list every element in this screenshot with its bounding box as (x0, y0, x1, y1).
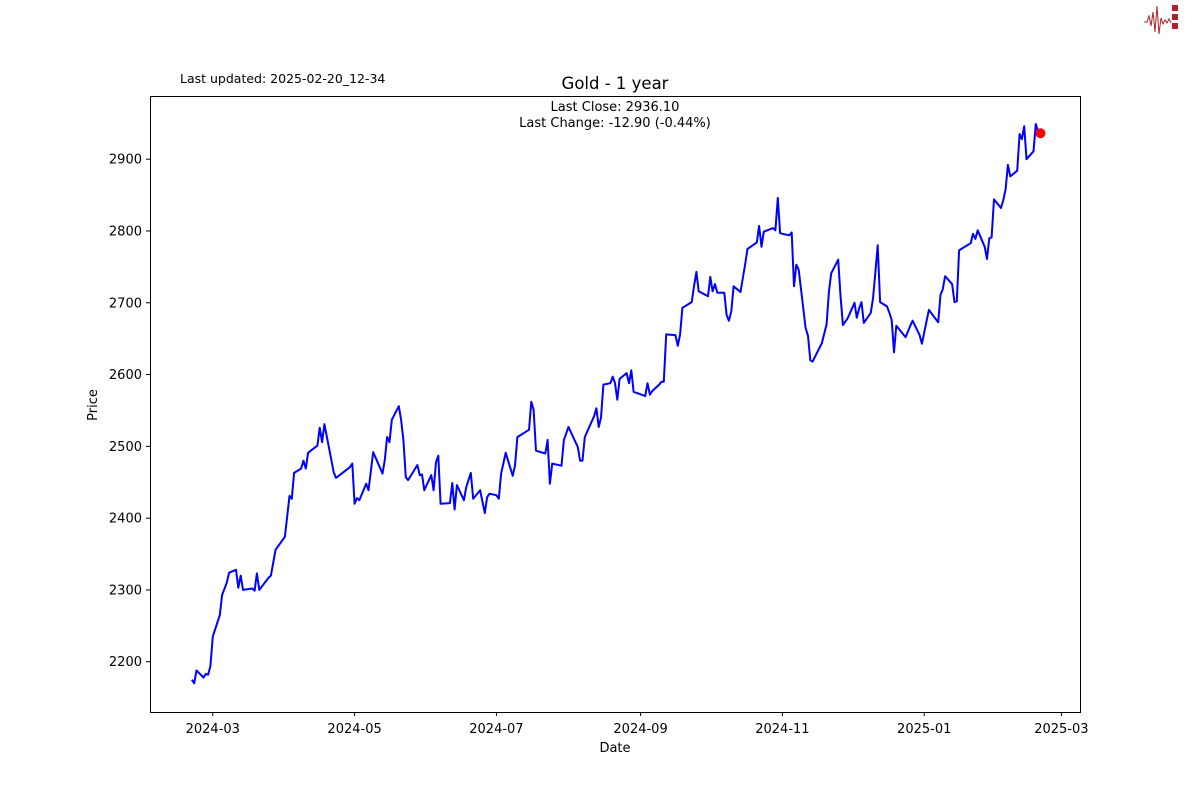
chart-title: Gold - 1 year (562, 74, 669, 93)
y-tick-label: 2400 (109, 512, 142, 527)
x-tick-label: 2024-11 (755, 722, 809, 737)
y-tick-label: 2800 (109, 224, 142, 239)
x-tick-label: 2024-05 (327, 722, 381, 737)
y-tick-label: 2300 (109, 583, 142, 598)
annotation-last-close: Last Close: 2936.10 (551, 100, 680, 115)
last-updated: Last updated: 2025-02-20_12-34 (180, 71, 385, 86)
x-tick-label: 2024-03 (186, 722, 240, 737)
annotation-last-change: Last Change: -12.90 (-0.44%) (519, 116, 711, 131)
logo-waveform-icon (1144, 5, 1172, 35)
y-tick-label: 2900 (109, 153, 142, 168)
x-tick-label: 2024-07 (469, 722, 523, 737)
y-axis: 2200 2300 2400 2500 2600 2700 2800 2900 (109, 153, 150, 670)
x-axis-label: Date (599, 741, 630, 756)
logo (1144, 5, 1178, 35)
x-axis: 2024-03 2024-05 2024-07 2024-09 2024-11 2025-… (186, 712, 1089, 737)
y-axis-label: Price (86, 389, 101, 421)
last-close-marker (1035, 128, 1046, 139)
x-tick-label: 2025-03 (1034, 722, 1088, 737)
plot-area (150, 96, 1081, 713)
price-line (190, 123, 1042, 685)
y-tick-label: 2600 (109, 368, 142, 383)
y-tick-label: 2200 (109, 655, 142, 670)
y-tick-label: 2700 (109, 296, 142, 311)
x-tick-label: 2025-01 (897, 722, 951, 737)
y-tick-label: 2500 (109, 440, 142, 455)
x-tick-label: 2024-09 (613, 722, 667, 737)
